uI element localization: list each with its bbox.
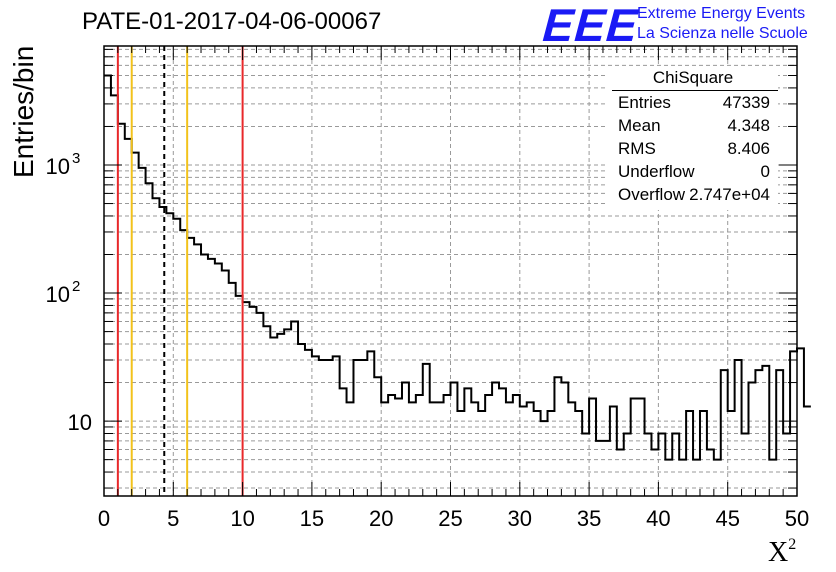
stats-box: ChiSquare Entries 47339 Mean 4.348 RMS 8… <box>608 66 778 210</box>
stats-title: ChiSquare <box>652 68 734 87</box>
x-axis-label: X2 <box>768 536 796 569</box>
x-axis-label-base: X <box>768 537 789 568</box>
x-tick-label: 45 <box>715 506 739 531</box>
y-axis-label: Entries/bin <box>8 45 39 178</box>
x-tick-label: 5 <box>167 506 179 531</box>
stats-value: 8.406 <box>727 139 770 158</box>
stats-divider <box>612 90 778 91</box>
logo-text-line2: La Scienza nelle Scuole <box>637 25 808 42</box>
stats-value: 0 <box>760 162 770 181</box>
x-tick-label: 50 <box>785 506 809 531</box>
x-tick-label: 40 <box>646 506 670 531</box>
y-tick-exponent: 2 <box>72 278 80 295</box>
eee-logo-mark: EEE <box>541 0 640 51</box>
stats-row-mean: Mean 4.348 <box>618 116 770 138</box>
stats-row-rms: RMS 8.406 <box>618 139 770 161</box>
x-axis-label-superscript: 2 <box>788 536 797 553</box>
x-tick-label: 0 <box>98 506 110 531</box>
x-tick-label: 25 <box>438 506 462 531</box>
y-tick-label: 10 <box>68 410 92 435</box>
stats-label: Mean <box>618 116 661 135</box>
eee-logo: EEE Extreme Energy Events La Scienza nel… <box>541 0 833 51</box>
y-tick-label: 10 <box>46 154 70 179</box>
stats-row-entries: Entries 47339 <box>618 93 770 115</box>
y-tick-exponent: 3 <box>72 150 80 167</box>
stats-row-underflow: Underflow 0 <box>618 162 770 184</box>
stats-label: Entries <box>618 93 671 112</box>
stats-label: RMS <box>618 139 656 158</box>
logo-text-line1: Extreme Energy Events <box>637 5 806 22</box>
x-tick-label: 20 <box>369 506 393 531</box>
stats-label: Overflow <box>618 185 686 204</box>
chart-title: PATE-01-2017-04-06-00067 <box>82 8 382 35</box>
stats-row-overflow: Overflow 2.747e+04 <box>618 185 770 207</box>
x-tick-label: 35 <box>577 506 601 531</box>
stats-label: Underflow <box>618 162 695 181</box>
histogram-line <box>104 74 811 461</box>
stats-value: 47339 <box>722 93 770 112</box>
x-tick-label: 30 <box>508 506 532 531</box>
y-tick-label: 10 <box>46 282 70 307</box>
x-tick-label: 10 <box>230 506 254 531</box>
stats-value: 2.747e+04 <box>689 185 770 204</box>
stats-value: 4.348 <box>727 116 770 135</box>
x-tick-label: 15 <box>300 506 324 531</box>
